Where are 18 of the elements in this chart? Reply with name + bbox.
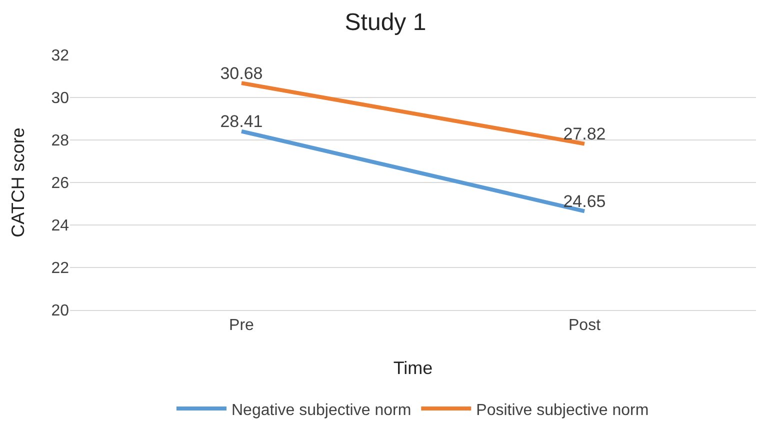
x-axis-title: Time: [393, 358, 433, 378]
data-label: 24.65: [563, 192, 606, 211]
y-axis-title: CATCH score: [8, 128, 28, 238]
y-tick-label: 24: [51, 218, 70, 235]
y-tick-label: 30: [51, 90, 70, 108]
data-label: 27.82: [563, 124, 606, 144]
y-tick-label: 22: [51, 260, 70, 278]
x-tick-label: Pre: [229, 317, 254, 334]
y-tick-label: 28: [51, 132, 70, 150]
legend-label: Positive subjective norm: [476, 402, 649, 419]
data-label: 30.68: [220, 64, 263, 83]
legend-label: Negative subjective norm: [232, 402, 412, 419]
x-tick-label: Post: [568, 317, 602, 334]
chart-title: Study 1: [344, 8, 426, 36]
y-tick-label: 20: [51, 302, 70, 320]
y-tick-label: 32: [51, 48, 70, 65]
data-label: 28.41: [220, 112, 263, 132]
y-tick-label: 26: [51, 175, 70, 192]
